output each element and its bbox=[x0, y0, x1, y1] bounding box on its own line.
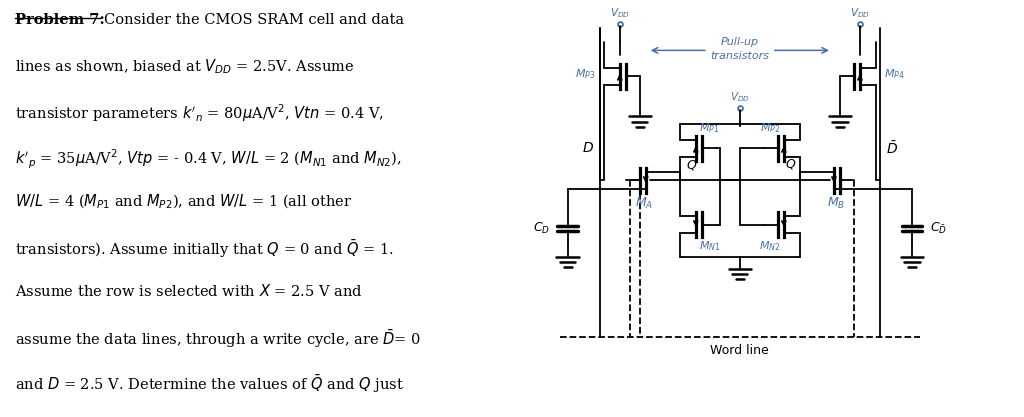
Text: $M_A$: $M_A$ bbox=[635, 196, 653, 211]
Text: $V_{DD}$: $V_{DD}$ bbox=[609, 6, 630, 20]
Text: $M_B$: $M_B$ bbox=[826, 196, 845, 211]
Text: $V_{DD}$: $V_{DD}$ bbox=[850, 6, 870, 20]
Text: Assume the row is selected with $X$ = 2.5 V and: Assume the row is selected with $X$ = 2.… bbox=[14, 283, 362, 299]
Text: $M_{P4}$: $M_{P4}$ bbox=[884, 68, 905, 81]
Text: transistors). Assume initially that $Q$ = 0 and $\bar{Q}$ = 1.: transistors). Assume initially that $Q$ … bbox=[14, 238, 393, 260]
Text: Pull-up: Pull-up bbox=[721, 38, 759, 48]
Text: and $D$ = 2.5 V. Determine the values of $\bar{Q}$ and $Q$ just: and $D$ = 2.5 V. Determine the values of… bbox=[14, 373, 403, 395]
Text: $C_{\bar{D}}$: $C_{\bar{D}}$ bbox=[930, 221, 947, 236]
Text: Problem 7:: Problem 7: bbox=[14, 13, 104, 27]
Text: $M_{P2}$: $M_{P2}$ bbox=[760, 121, 780, 136]
Text: Word line: Word line bbox=[711, 344, 769, 357]
Text: $W/L$ = 4 ($M_{P1}$ and $M_{P2}$), and $W/L$ = 1 (all other: $W/L$ = 4 ($M_{P1}$ and $M_{P2}$), and $… bbox=[14, 193, 352, 211]
Text: $\bar{Q}$: $\bar{Q}$ bbox=[784, 156, 796, 173]
Text: $M_{P3}$: $M_{P3}$ bbox=[575, 68, 596, 81]
Text: $V_{DD}$: $V_{DD}$ bbox=[730, 90, 750, 103]
Text: Consider the CMOS SRAM cell and data: Consider the CMOS SRAM cell and data bbox=[103, 13, 403, 27]
Text: lines as shown, biased at $V_{DD}$ = 2.5V. Assume: lines as shown, biased at $V_{DD}$ = 2.5… bbox=[14, 58, 354, 76]
Text: $M_{N1}$: $M_{N1}$ bbox=[699, 240, 721, 254]
Text: $M_{P1}$: $M_{P1}$ bbox=[699, 121, 720, 136]
Text: $Q$: $Q$ bbox=[686, 158, 697, 173]
Text: $k'_p$ = 35$\mu$A/V$^2$, $Vtp$ = - 0.4 V, $W/L$ = 2 ($M_{N1}$ and $M_{N2}$),: $k'_p$ = 35$\mu$A/V$^2$, $Vtp$ = - 0.4 V… bbox=[14, 148, 401, 171]
Text: $D$: $D$ bbox=[582, 141, 594, 156]
Text: $C_D$: $C_D$ bbox=[532, 221, 550, 236]
Text: assume the data lines, through a write cycle, are $\bar{D}$= 0: assume the data lines, through a write c… bbox=[14, 328, 421, 350]
Text: transistors: transistors bbox=[711, 50, 769, 60]
Text: transistor parameters $k'_n$ = 80$\mu$A/V$^2$, $Vtn$ = 0.4 V,: transistor parameters $k'_n$ = 80$\mu$A/… bbox=[14, 103, 384, 124]
Text: $\bar{D}$: $\bar{D}$ bbox=[886, 140, 898, 157]
Text: $M_{N2}$: $M_{N2}$ bbox=[759, 240, 780, 254]
